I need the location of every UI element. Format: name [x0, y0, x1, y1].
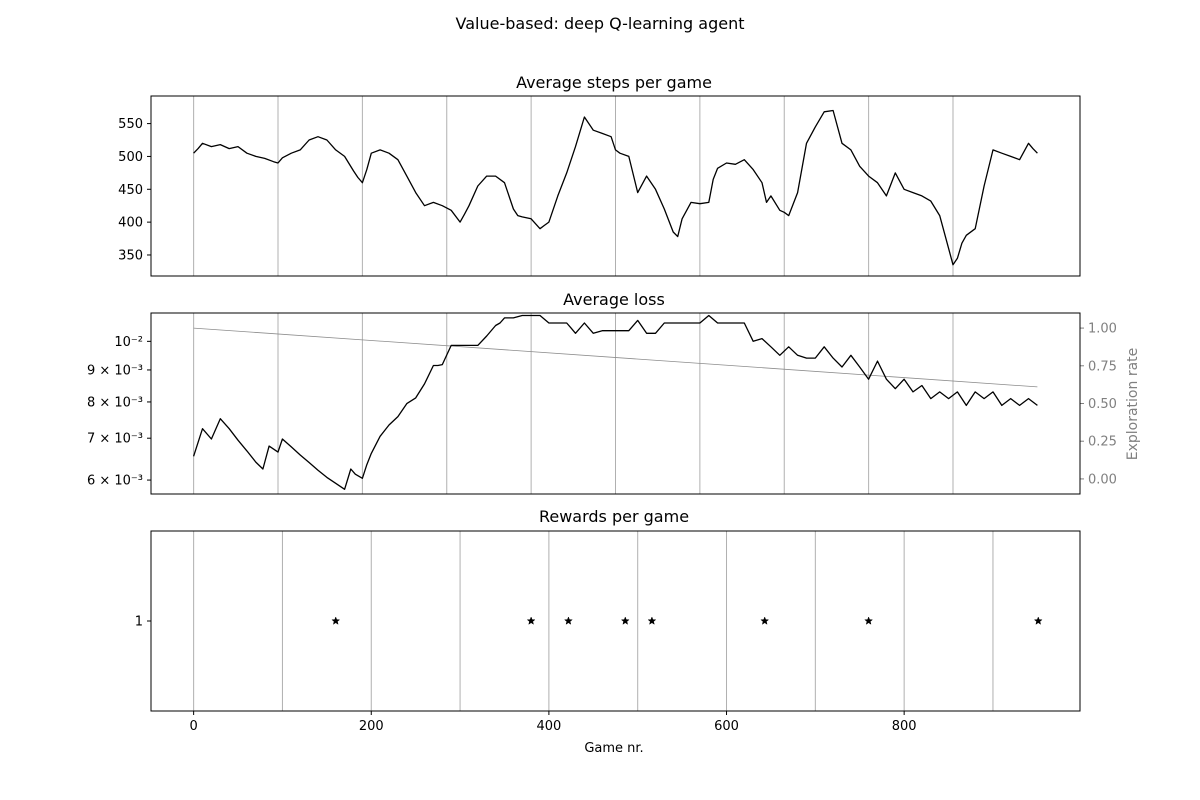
panel-frame-0	[150, 95, 1081, 277]
reward-point-4	[647, 616, 657, 625]
y-tick-label-2: 450	[118, 183, 143, 198]
panel-frame-1	[150, 312, 1081, 495]
secondary-y-axis-label: Exploration rate	[1125, 348, 1141, 461]
reward-point-5	[760, 616, 770, 625]
y-tick-label-4: 10⁻²	[114, 335, 143, 350]
secondary-y-tick-label-3: 0.75	[1088, 359, 1117, 374]
y-tick-label-3: 500	[118, 150, 143, 165]
x-tick-label-2: 400	[536, 719, 561, 734]
reward-point-1	[526, 616, 536, 625]
rewards-panel-title: Rewards per game	[539, 507, 689, 526]
x-tick-label-4: 800	[892, 719, 917, 734]
steps-line	[193, 109, 1038, 266]
reward-point-0	[331, 616, 341, 625]
y-tick-label-0: 350	[118, 248, 143, 263]
steps-panel: Average steps per game 350 400 450 500 550	[118, 73, 1081, 277]
steps-panel-title: Average steps per game	[516, 73, 712, 92]
y-tick-label-1: 7 × 10⁻³	[87, 432, 143, 447]
x-axis-label: Game nr.	[584, 741, 643, 756]
y-tick-label-4: 550	[118, 117, 143, 132]
reward-point-6	[864, 616, 874, 625]
reward-point-2	[563, 616, 573, 625]
y-tick-label-0: 1	[135, 615, 143, 630]
reward-point-7	[1033, 616, 1043, 625]
reward-point-3	[620, 616, 630, 625]
x-tick-label-1: 200	[359, 719, 384, 734]
y-tick-label-2: 8 × 10⁻³	[87, 395, 143, 410]
secondary-y-tick-label-0: 0.00	[1088, 472, 1117, 487]
x-tick-label-0: 0	[189, 719, 197, 734]
y-tick-label-1: 400	[118, 216, 143, 231]
exploration-rate-line	[193, 327, 1038, 388]
secondary-y-tick-label-2: 0.50	[1088, 397, 1117, 412]
y-tick-label-3: 9 × 10⁻³	[87, 363, 143, 378]
x-tick-label-3: 600	[714, 719, 739, 734]
secondary-y-tick-label-1: 0.25	[1088, 435, 1117, 450]
y-tick-label-0: 6 × 10⁻³	[87, 474, 143, 489]
loss-panel: Average loss 6 × 10⁻³ 7 × 10⁻³ 8 × 10⁻³ 9 ×…	[87, 290, 1117, 495]
secondary-y-tick-label-4: 1.00	[1088, 322, 1117, 337]
rewards-panel: Rewards per game Game nr. 1 0 200 400 600 800	[135, 507, 1081, 756]
loss-line	[192, 314, 1038, 490]
loss-panel-title: Average loss	[563, 290, 665, 309]
panel-frame-2	[150, 530, 1081, 712]
figure-title: Value-based: deep Q-learning agent	[456, 14, 745, 33]
